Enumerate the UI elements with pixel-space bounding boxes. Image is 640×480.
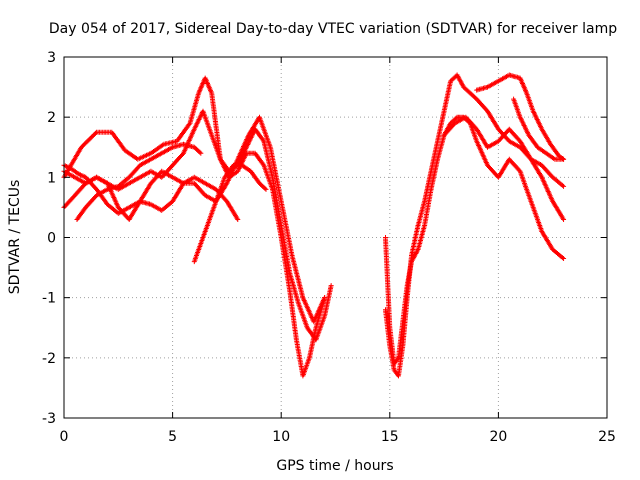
data-point-marker: [91, 131, 97, 137]
y-tick-label: -2: [42, 351, 56, 367]
data-series: [61, 72, 567, 379]
series-trace-6: [191, 162, 269, 265]
data-point-marker: [235, 216, 241, 222]
data-point-marker: [559, 255, 565, 261]
series-trace-11: [511, 96, 567, 162]
y-tick-label: 0: [47, 231, 56, 247]
y-axis-label: SDTVAR / TECUs: [7, 180, 23, 295]
x-tick-label: 0: [60, 429, 69, 445]
y-tick-label: 2: [47, 110, 56, 126]
data-point-marker: [93, 130, 98, 136]
data-point-marker: [559, 182, 565, 188]
series-trace-9: [441, 114, 567, 189]
series-trace-8: [383, 114, 567, 367]
y-tick-label: -3: [42, 411, 56, 427]
y-tick-label: 3: [47, 50, 56, 66]
y-tick-label: -1: [42, 291, 56, 307]
chart-title: Day 054 of 2017, Sidereal Day-to-day VTE…: [49, 21, 617, 37]
data-point-marker: [197, 149, 203, 155]
data-point-marker: [263, 186, 269, 192]
series-trace-10: [474, 72, 567, 162]
axis-ticks: 0 5 10 15 20 25 -3 -2 -1 0 1 2 3: [42, 50, 616, 445]
plot-frame: [63, 56, 608, 419]
x-tick-label: 25: [598, 429, 616, 445]
data-point-marker: [83, 140, 89, 146]
series-trace-4: [61, 162, 241, 222]
data-point-marker: [516, 167, 522, 173]
data-point-marker: [561, 156, 567, 162]
data-point-marker: [84, 139, 90, 145]
x-tick-label: 10: [272, 429, 290, 445]
grid: [64, 57, 607, 418]
data-point-marker: [328, 283, 334, 289]
y-tick-label: 1: [47, 170, 56, 186]
data-point-marker: [561, 183, 567, 189]
x-tick-label: 15: [381, 429, 399, 445]
x-tick-label: 5: [168, 429, 177, 445]
x-axis-label: GPS time / hours: [276, 458, 393, 474]
data-point-marker: [453, 115, 459, 121]
data-point-marker: [561, 256, 567, 262]
data-point-marker: [561, 216, 567, 222]
data-point-marker: [322, 295, 328, 301]
x-tick-label: 20: [489, 429, 507, 445]
data-point-marker: [198, 150, 204, 156]
series-trace-5: [74, 141, 204, 222]
data-point-marker: [262, 185, 268, 191]
